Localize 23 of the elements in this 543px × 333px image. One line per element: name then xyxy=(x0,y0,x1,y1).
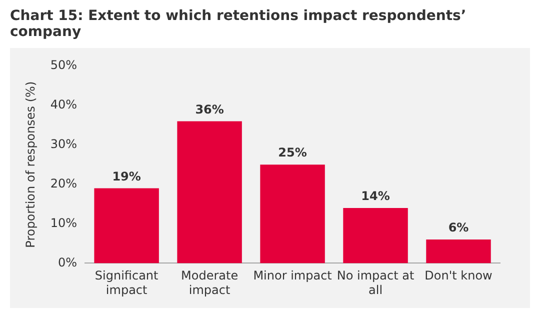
y-tick-label: 50% xyxy=(50,58,78,72)
data-label: 6% xyxy=(448,220,469,235)
y-tick-label: 0% xyxy=(58,255,78,270)
bar xyxy=(426,240,491,264)
bar xyxy=(94,188,159,264)
data-label: 14% xyxy=(361,189,390,204)
data-label: 25% xyxy=(278,146,307,160)
bar xyxy=(177,121,242,264)
data-label: 36% xyxy=(195,102,224,116)
y-tick-label: 30% xyxy=(50,137,78,152)
bar xyxy=(260,164,325,264)
y-tick-label: 20% xyxy=(50,176,78,190)
y-axis-title: Proportion of responses (%) xyxy=(23,81,38,248)
x-tick-label: Don't know xyxy=(424,268,493,283)
chart-title: Chart 15: Extent to which retentions impact respondents’ company xyxy=(10,8,522,49)
data-label: 19% xyxy=(112,169,141,184)
x-tick-label: Significant impact xyxy=(94,268,159,297)
y-tick-label: 10% xyxy=(50,216,78,230)
y-tick-label: 40% xyxy=(50,98,78,112)
x-tick-label: Moderate impact xyxy=(181,268,238,297)
x-tick-label: No impact at all xyxy=(336,268,414,297)
x-tick-label: Minor impact xyxy=(253,268,332,283)
bar xyxy=(343,208,408,264)
